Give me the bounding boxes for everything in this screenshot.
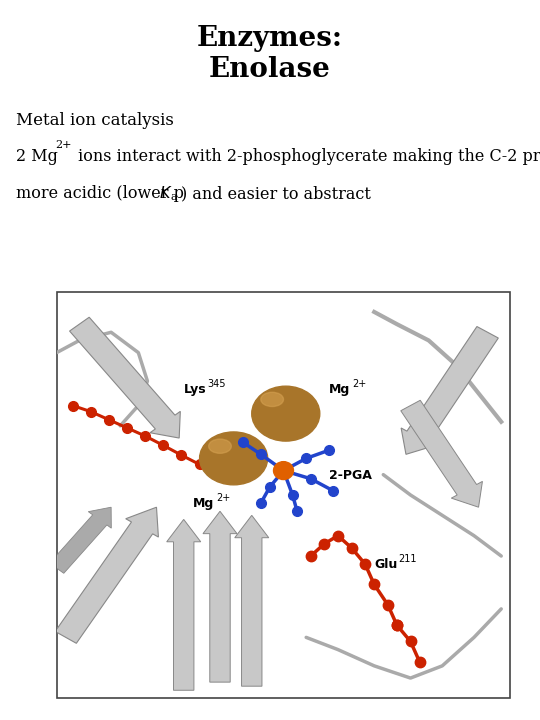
Text: 2-PGA: 2-PGA [329,469,372,482]
FancyArrow shape [167,519,201,690]
Text: 2+: 2+ [56,140,72,150]
Text: Mg: Mg [193,498,214,510]
FancyBboxPatch shape [57,292,510,698]
FancyArrow shape [55,507,158,643]
Ellipse shape [208,439,231,454]
Text: 2 Mg: 2 Mg [16,148,58,165]
Ellipse shape [261,392,284,407]
Text: Metal ion catalysis: Metal ion catalysis [16,112,174,129]
FancyArrow shape [50,507,111,573]
FancyArrow shape [401,327,498,454]
Text: Mg: Mg [329,383,350,396]
FancyArrow shape [203,511,237,682]
Circle shape [274,462,293,480]
FancyArrow shape [70,318,180,438]
Text: 2+: 2+ [217,493,231,503]
Text: Enzymes:
Enolase: Enzymes: Enolase [197,25,343,84]
Text: Lys: Lys [184,383,206,396]
Text: a: a [170,192,177,202]
Ellipse shape [200,432,268,485]
Text: 345: 345 [207,379,226,390]
Text: $\mathit{K}$: $\mathit{K}$ [159,185,173,202]
Text: 211: 211 [398,554,416,564]
FancyArrow shape [235,516,269,686]
Text: 2+: 2+ [353,379,367,390]
Ellipse shape [252,386,320,441]
Text: more acidic (lower p: more acidic (lower p [16,185,184,202]
Text: ) and easier to abstract: ) and easier to abstract [181,185,371,202]
Text: ions interact with 2-phosphoglycerate making the C-2 proton: ions interact with 2-phosphoglycerate ma… [73,148,540,165]
FancyArrow shape [401,400,482,507]
Text: Glu: Glu [374,558,397,571]
